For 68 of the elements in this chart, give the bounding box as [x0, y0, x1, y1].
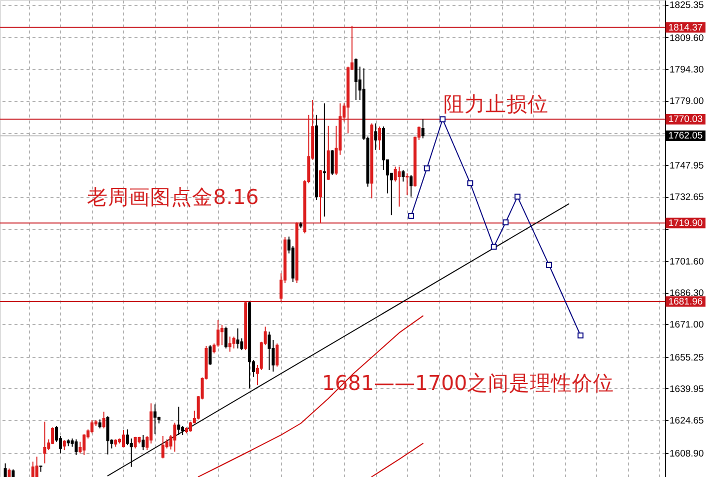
ref-line-label: 1770.03	[668, 114, 703, 126]
y-tick-label: 1794.30	[670, 64, 704, 76]
candlestick	[62, 440, 66, 451]
candlestick	[188, 421, 192, 432]
candlestick	[74, 438, 78, 456]
candlestick	[43, 421, 46, 464]
candlestick	[421, 118, 424, 139]
candlestick	[220, 324, 224, 346]
candlestick	[106, 416, 110, 455]
y-tick-label: 1809.60	[670, 32, 704, 44]
candlestick	[268, 331, 271, 370]
candlestick	[161, 436, 164, 459]
candlestick	[177, 406, 180, 436]
point	[408, 212, 414, 219]
candlestick	[330, 150, 334, 176]
point	[578, 332, 584, 338]
candlestick	[142, 434, 145, 451]
y-tick-label: 1779.00	[670, 96, 704, 108]
y-tick-label: 1624.65	[670, 416, 704, 427]
candlestick	[232, 336, 236, 349]
candlestick	[394, 166, 397, 182]
candlestick	[122, 430, 125, 448]
candlestick	[398, 166, 401, 208]
candlestick	[130, 438, 133, 468]
point	[424, 165, 430, 172]
candlestick	[31, 461, 34, 477]
point	[546, 262, 552, 268]
candlestick	[208, 344, 212, 366]
y-tick-label: 1732.65	[670, 192, 704, 204]
y-tick-label: 1671.00	[670, 320, 704, 331]
candlestick	[90, 420, 94, 434]
point	[490, 244, 497, 250]
y-tick-label: 1701.60	[670, 256, 704, 268]
ref-line-label: 1762.05	[668, 130, 703, 142]
candlestick	[126, 428, 129, 446]
candlestick	[402, 169, 405, 182]
point	[467, 180, 474, 186]
candlestick	[240, 338, 244, 351]
point	[440, 116, 446, 122]
candlestick	[154, 404, 157, 435]
y-tick-label: 1825.35	[670, 0, 704, 12]
y-tick-label: 1655.25	[670, 352, 704, 364]
y-tick-label: 1608.90	[670, 448, 704, 460]
candlestick	[228, 336, 232, 352]
ref-line-label: 1681.96	[668, 296, 703, 308]
candlestick	[374, 122, 378, 150]
ref-line-label: 1719.90	[668, 218, 703, 229]
candlestick	[4, 462, 7, 477]
candlestick	[82, 434, 86, 456]
y-tick-label: 1747.95	[670, 160, 704, 172]
candlestick	[406, 172, 409, 196]
candlestick	[276, 342, 279, 368]
candlestick	[102, 411, 106, 429]
candlestick	[51, 426, 54, 445]
candlestick	[410, 174, 413, 198]
point	[514, 194, 520, 200]
point	[502, 219, 509, 226]
candlestick	[354, 58, 358, 100]
y-tick-label: 1639.95	[670, 384, 704, 395]
annotation: 阻力止损位	[444, 92, 548, 116]
candlestick	[378, 126, 382, 150]
ref-line-label: 1814.37	[668, 22, 703, 34]
candlestick	[173, 422, 176, 452]
candlestick	[35, 456, 38, 477]
candlestick	[236, 328, 240, 349]
candlestick	[224, 326, 228, 349]
candlestick	[322, 102, 326, 218]
annotation: 老周画图点金8.16	[87, 185, 259, 209]
